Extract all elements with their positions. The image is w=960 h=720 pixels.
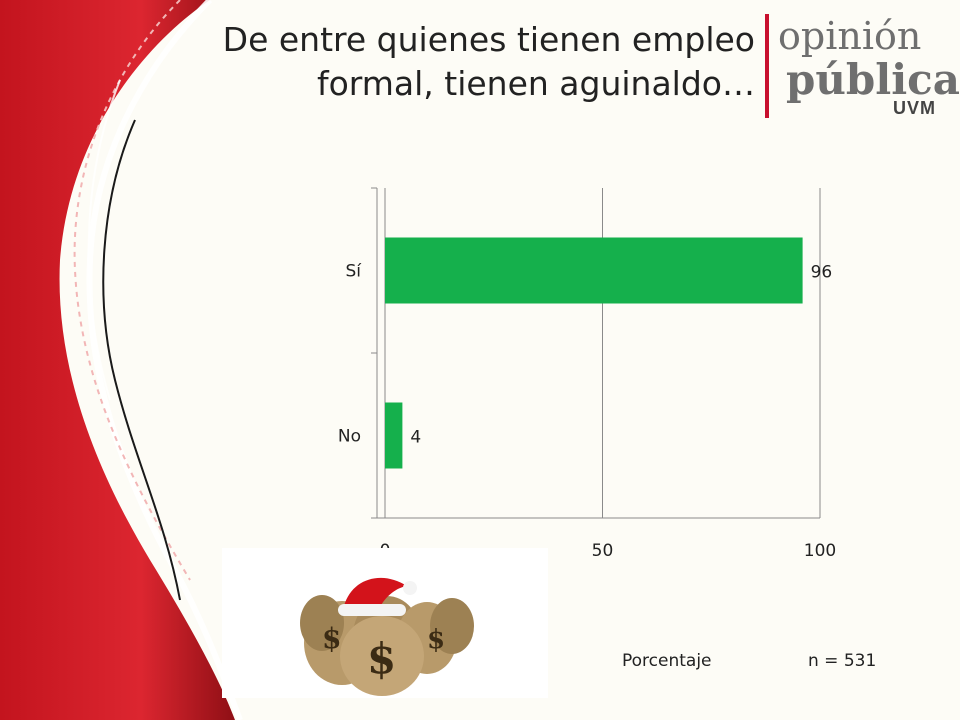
brand-logo: opinión pública UVM bbox=[778, 14, 960, 118]
x-tick-label: 50 bbox=[592, 541, 614, 561]
category-label: No bbox=[338, 427, 361, 447]
x-tick-label: 100 bbox=[804, 541, 836, 561]
bar-no bbox=[385, 402, 403, 469]
money-bags-with-santa-hat-icon: $ $ $ bbox=[300, 577, 474, 696]
category-label: Sí bbox=[345, 262, 362, 282]
brand-word-publica: pública bbox=[786, 55, 960, 104]
title-line-2: formal, tienen aguinaldo… bbox=[316, 64, 755, 103]
data-label: 4 bbox=[410, 428, 421, 448]
brand-word-uvm: UVM bbox=[893, 98, 936, 118]
data-label: 96 bbox=[811, 263, 833, 283]
chart-bars bbox=[385, 237, 803, 469]
svg-text:$: $ bbox=[367, 634, 396, 683]
axis-label-percentage: Porcentaje bbox=[622, 651, 712, 671]
svg-text:$: $ bbox=[322, 622, 341, 655]
title-line-1: De entre quienes tienen empleo bbox=[222, 20, 755, 59]
brand-divider bbox=[765, 14, 769, 118]
chart-labels: 050100Sí96No4 bbox=[338, 262, 836, 562]
page-title: De entre quienes tienen empleo formal, t… bbox=[223, 18, 755, 106]
money-bags-photo: $ $ $ bbox=[222, 548, 548, 698]
bar-si bbox=[385, 237, 803, 304]
brand-word-opinion: opinión bbox=[778, 14, 922, 58]
sample-size: n = 531 bbox=[808, 651, 877, 671]
svg-text:$: $ bbox=[427, 625, 445, 655]
